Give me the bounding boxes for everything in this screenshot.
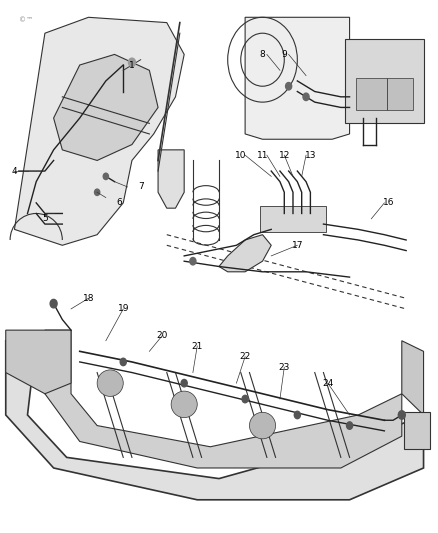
Text: 9: 9	[281, 50, 287, 59]
Circle shape	[128, 58, 135, 67]
Circle shape	[50, 300, 57, 308]
Polygon shape	[53, 54, 158, 160]
FancyBboxPatch shape	[387, 78, 413, 110]
Ellipse shape	[171, 391, 197, 418]
Text: 10: 10	[235, 151, 247, 160]
Polygon shape	[6, 341, 424, 500]
Text: 24: 24	[322, 378, 333, 387]
Text: 4: 4	[12, 166, 17, 175]
Polygon shape	[158, 150, 184, 208]
Ellipse shape	[250, 413, 276, 439]
FancyBboxPatch shape	[404, 413, 430, 449]
Circle shape	[346, 422, 353, 429]
Text: 23: 23	[279, 363, 290, 372]
Text: 17: 17	[292, 241, 303, 250]
Circle shape	[303, 93, 309, 101]
Text: 5: 5	[42, 214, 48, 223]
Polygon shape	[402, 341, 424, 415]
Text: 8: 8	[260, 50, 265, 59]
Text: ©™: ©™	[19, 17, 33, 23]
Circle shape	[95, 189, 100, 196]
Text: 22: 22	[240, 352, 251, 361]
FancyBboxPatch shape	[260, 206, 325, 232]
Circle shape	[294, 411, 300, 419]
Polygon shape	[245, 17, 350, 139]
Circle shape	[398, 411, 405, 419]
Polygon shape	[45, 330, 402, 468]
FancyBboxPatch shape	[356, 78, 387, 110]
Polygon shape	[14, 17, 184, 245]
FancyBboxPatch shape	[345, 38, 424, 123]
Polygon shape	[219, 235, 271, 272]
Text: 20: 20	[157, 331, 168, 340]
Text: 16: 16	[383, 198, 395, 207]
Polygon shape	[6, 330, 71, 394]
Circle shape	[242, 395, 248, 403]
Ellipse shape	[97, 370, 123, 397]
Text: 18: 18	[83, 294, 94, 303]
Circle shape	[190, 257, 196, 265]
Text: 6: 6	[116, 198, 122, 207]
Text: 12: 12	[279, 151, 290, 160]
Text: 7: 7	[138, 182, 144, 191]
Text: 21: 21	[191, 342, 203, 351]
Text: 11: 11	[257, 151, 268, 160]
Circle shape	[120, 358, 126, 366]
Circle shape	[103, 173, 109, 180]
Circle shape	[181, 379, 187, 387]
Circle shape	[286, 83, 292, 90]
Text: 13: 13	[305, 151, 316, 160]
Text: 19: 19	[117, 304, 129, 313]
Text: 1: 1	[129, 61, 135, 69]
